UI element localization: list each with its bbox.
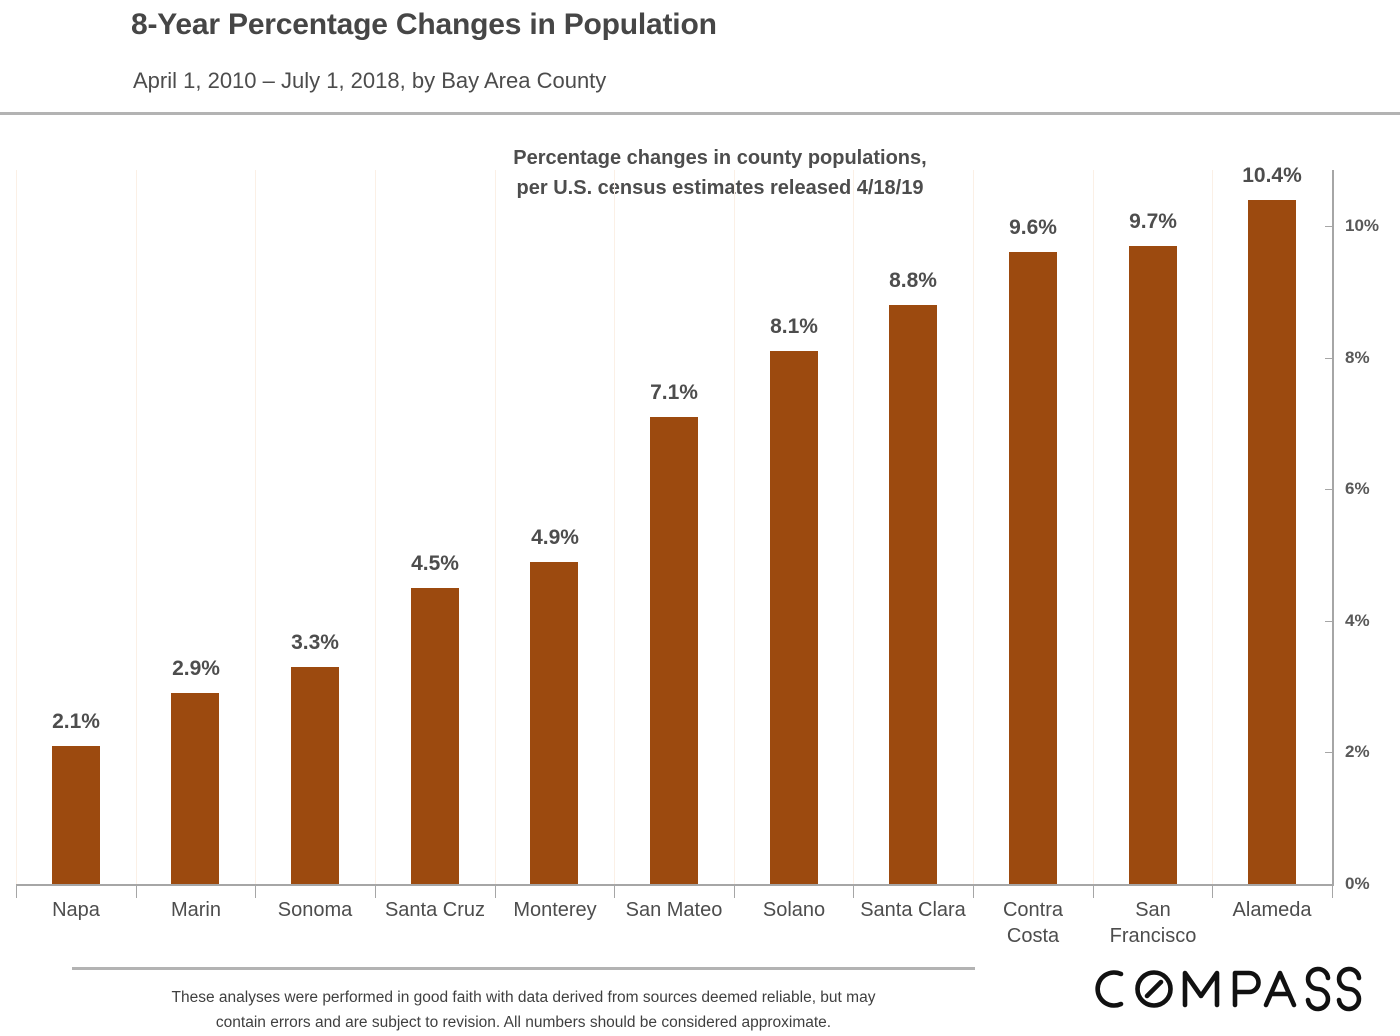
bar-value-label: 8.8% xyxy=(889,269,937,292)
x-axis-category-line: Marin xyxy=(170,899,221,921)
y-axis-label: 10% xyxy=(1345,216,1380,235)
x-axis-tick xyxy=(495,886,496,898)
gridline-vertical xyxy=(1093,170,1094,884)
x-axis-category-label: Napa xyxy=(16,897,136,923)
y-axis-label: 8% xyxy=(1345,348,1370,367)
bar[interactable] xyxy=(1248,200,1296,884)
x-axis-line xyxy=(16,884,1332,886)
y-axis-tick xyxy=(1325,884,1334,885)
x-axis-category-line: Francisco xyxy=(1109,925,1197,947)
bar[interactable] xyxy=(411,588,459,884)
chart-annotation-line2: per U.S. census estimates released 4/18/… xyxy=(516,177,924,199)
x-axis-tick xyxy=(973,886,974,898)
bar-value-label: 2.9% xyxy=(172,657,220,680)
bar-value-label: 8.1% xyxy=(770,315,818,338)
x-axis-tick xyxy=(1212,886,1213,898)
page-title: 8-Year Percentage Changes in Population xyxy=(131,8,717,41)
y-axis-label: 6% xyxy=(1345,479,1370,498)
bar[interactable] xyxy=(52,746,100,884)
compass-logo xyxy=(1085,960,1365,1018)
bar[interactable] xyxy=(889,305,937,884)
y-axis-tick xyxy=(1325,621,1334,622)
x-axis-category-line: Monterey xyxy=(513,899,597,921)
chart-annotation: Percentage changes in county populations… xyxy=(480,143,960,203)
x-axis-category-line: Alameda xyxy=(1232,899,1312,921)
y-axis-line xyxy=(1332,170,1334,886)
y-axis-label: 2% xyxy=(1345,742,1370,761)
x-axis-category-line: Santa Cruz xyxy=(384,899,486,921)
x-axis-category-label: Santa Clara xyxy=(853,897,973,923)
bar[interactable] xyxy=(530,562,578,884)
disclaimer-line2: contain errors and are subject to revisi… xyxy=(215,1014,832,1031)
bar[interactable] xyxy=(171,693,219,884)
x-axis-tick xyxy=(375,886,376,898)
gridline-vertical xyxy=(255,170,256,884)
bar-value-label: 3.3% xyxy=(291,631,339,654)
bar-value-label: 4.5% xyxy=(411,552,459,575)
y-axis-tick xyxy=(1325,489,1334,490)
y-axis-label: 0% xyxy=(1345,874,1370,893)
header-divider xyxy=(0,112,1400,115)
x-axis-category-line: Napa xyxy=(52,899,100,921)
x-axis-category-label: Contra Costa xyxy=(973,897,1093,949)
bar-value-label: 9.7% xyxy=(1129,210,1177,233)
x-axis-tick xyxy=(853,886,854,898)
x-axis-category-line: San xyxy=(1135,899,1171,921)
bar-chart: Percentage changes in county populations… xyxy=(0,125,1400,947)
y-axis-tick xyxy=(1325,752,1334,753)
x-axis-category-line: Sonoma xyxy=(277,899,353,921)
bar-value-label: 2.1% xyxy=(52,710,100,733)
compass-logo-icon xyxy=(1095,966,1362,1012)
x-axis-tick xyxy=(1332,886,1333,898)
gridline-vertical xyxy=(1212,170,1213,884)
x-axis-category-label: Santa Cruz xyxy=(375,897,495,923)
x-axis-category-label: Alameda xyxy=(1212,897,1332,923)
bar-value-label: 4.9% xyxy=(531,526,579,549)
disclaimer-text: These analyses were performed in good fa… xyxy=(72,985,975,1035)
x-axis-category-line: Santa Clara xyxy=(860,899,966,921)
y-axis-tick xyxy=(1325,226,1334,227)
gridline-vertical xyxy=(853,170,854,884)
chart-annotation-line1: Percentage changes in county populations… xyxy=(513,147,927,169)
bar[interactable] xyxy=(291,667,339,884)
bar-value-label: 9.6% xyxy=(1009,216,1057,239)
gridline-vertical xyxy=(495,170,496,884)
bar[interactable] xyxy=(770,351,818,884)
footer-divider xyxy=(72,967,975,970)
gridline-vertical xyxy=(16,170,17,884)
gridline-vertical xyxy=(734,170,735,884)
x-axis-tick xyxy=(255,886,256,898)
plot-area xyxy=(16,170,1333,884)
bar[interactable] xyxy=(1009,252,1057,884)
x-axis-tick xyxy=(1093,886,1094,898)
page-subtitle: April 1, 2010 – July 1, 2018, by Bay Are… xyxy=(133,68,607,93)
bar[interactable] xyxy=(1129,246,1177,884)
x-axis-category-line: San Mateo xyxy=(625,899,723,921)
disclaimer-line1: These analyses were performed in good fa… xyxy=(171,989,876,1006)
x-axis-category-label: Sonoma xyxy=(255,897,375,923)
gridline-vertical xyxy=(136,170,137,884)
x-axis-category-label: San Francisco xyxy=(1093,897,1213,949)
y-axis-tick xyxy=(1325,358,1334,359)
x-axis-category-label: Solano xyxy=(734,897,854,923)
bar-value-label: 10.4% xyxy=(1242,164,1302,187)
x-axis-tick xyxy=(16,886,17,898)
x-axis-category-line: Contra xyxy=(1002,899,1064,921)
bar[interactable] xyxy=(650,417,698,884)
x-axis-category-label: San Mateo xyxy=(614,897,734,923)
bar-value-label: 7.1% xyxy=(650,381,698,404)
x-axis-tick xyxy=(614,886,615,898)
x-axis-tick xyxy=(136,886,137,898)
x-axis-category-line: Costa xyxy=(1006,925,1060,947)
gridline-vertical xyxy=(375,170,376,884)
x-axis-category-label: Monterey xyxy=(495,897,615,923)
x-axis-category-line: Solano xyxy=(762,899,826,921)
x-axis-category-label: Marin xyxy=(136,897,256,923)
x-axis-tick xyxy=(734,886,735,898)
gridline-vertical xyxy=(614,170,615,884)
gridline-vertical xyxy=(973,170,974,884)
y-axis-label: 4% xyxy=(1345,611,1370,630)
